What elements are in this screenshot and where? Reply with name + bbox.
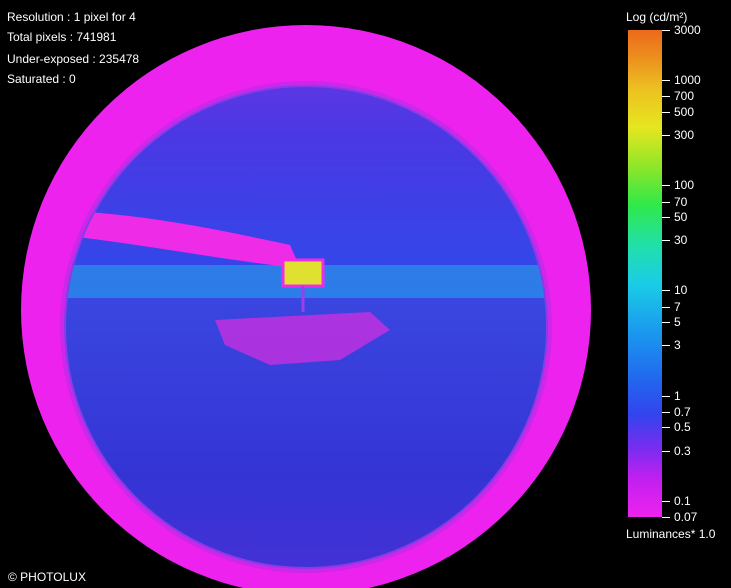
legend-tick-label: 50 xyxy=(674,210,688,224)
legend-tick-label: 100 xyxy=(674,178,695,192)
legend-tick-label: 30 xyxy=(674,233,688,247)
sign-board xyxy=(281,258,325,288)
legend-tick-label: 0.7 xyxy=(674,405,691,419)
legend-tick xyxy=(662,96,670,97)
legend-tick xyxy=(662,345,670,346)
legend-tick-label: 500 xyxy=(674,105,695,119)
luminance-colorbar xyxy=(628,30,662,517)
legend-tick xyxy=(662,185,670,186)
legend-tick xyxy=(662,135,670,136)
legend-tick-label: 1 xyxy=(674,389,681,403)
info-total-pixels: Total pixels : 741981 xyxy=(7,30,117,44)
legend-tick-label: 3000 xyxy=(674,23,701,37)
legend-footer: Luminances* 1.0 xyxy=(626,527,716,541)
legend-tick-label: 700 xyxy=(674,89,695,103)
fisheye-luminance-image xyxy=(21,25,591,588)
legend-tick xyxy=(662,501,670,502)
legend-tick-label: 10 xyxy=(674,283,688,297)
info-saturated: Saturated : 0 xyxy=(7,72,76,86)
info-resolution: Resolution : 1 pixel for 4 xyxy=(7,10,136,24)
legend-tick xyxy=(662,412,670,413)
reflection-patch xyxy=(215,312,390,365)
legend-tick-label: 7 xyxy=(674,300,681,314)
legend-tick xyxy=(662,80,670,81)
legend-tick-label: 0.3 xyxy=(674,444,691,458)
inner-circle-outline xyxy=(64,85,548,569)
legend-tick-label: 300 xyxy=(674,128,695,142)
legend-tick xyxy=(662,427,670,428)
legend-tick xyxy=(662,322,670,323)
legend-tick xyxy=(662,112,670,113)
legend-tick xyxy=(662,202,670,203)
copyright-credit: © PHOTOLUX xyxy=(8,570,86,584)
legend-tick-label: 70 xyxy=(674,195,688,209)
legend-tick xyxy=(662,290,670,291)
luminance-legend: Log (cd/m²) 3000 1000 700 500 300 100 70 50 30 10… xyxy=(622,0,731,588)
legend-title: Log (cd/m²) xyxy=(626,10,688,24)
legend-tick-label: 5 xyxy=(674,315,681,329)
legend-tick xyxy=(662,217,670,218)
legend-tick xyxy=(662,240,670,241)
legend-tick-label: 0.07 xyxy=(674,510,698,524)
legend-tick xyxy=(662,307,670,308)
cloud-band xyxy=(65,210,300,268)
legend-tick-label: 1000 xyxy=(674,73,701,87)
legend-tick-label: 0.1 xyxy=(674,494,691,508)
legend-tick-label: 3 xyxy=(674,338,681,352)
legend-tick xyxy=(662,30,670,31)
legend-tick xyxy=(662,517,670,518)
legend-tick xyxy=(662,396,670,397)
legend-tick xyxy=(662,451,670,452)
info-under-exposed: Under-exposed : 235478 xyxy=(6,52,141,66)
legend-tick-label: 0.5 xyxy=(674,420,691,434)
